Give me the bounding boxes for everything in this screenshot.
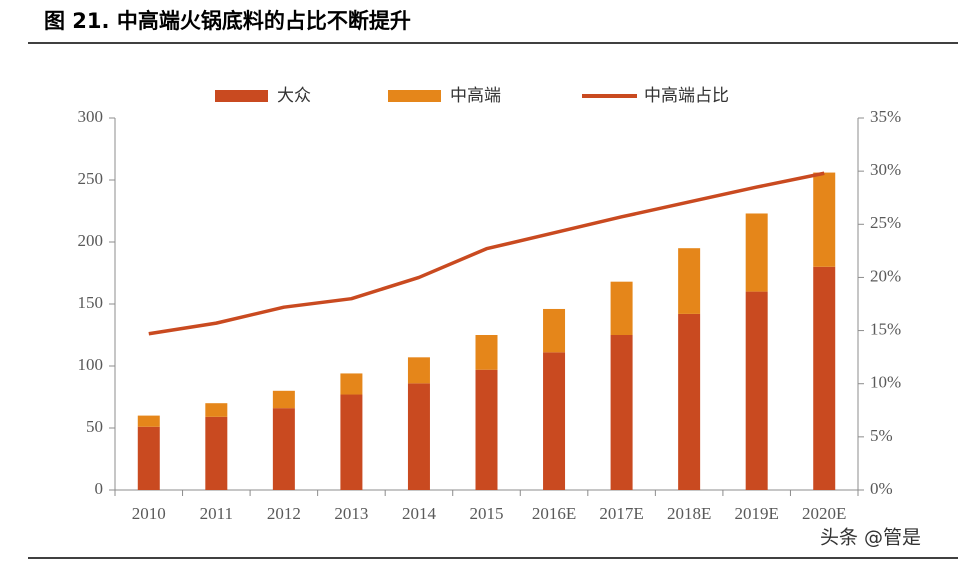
x-tick-label: 2017E [599,504,643,523]
x-tick-label: 2018E [667,504,711,523]
legend-swatch [388,90,441,102]
bar [137,426,160,490]
y-tick-label: 50 [86,417,103,436]
bar [610,335,633,490]
x-tick-label: 2020E [802,504,846,523]
bar [610,281,633,335]
y-tick-label: 300 [78,107,104,126]
line [148,171,825,336]
legend-swatch [215,90,268,102]
x-tick-label: 2016E [532,504,576,523]
bar [272,408,295,490]
x-tick-label: 2019E [734,504,778,523]
bar [407,357,430,384]
y-tick-label: 0 [95,479,104,498]
bar [137,415,160,427]
x-tick-label: 2014 [402,504,437,523]
bar [678,248,701,314]
bar [475,369,498,490]
legend-label: 大众 [277,86,311,106]
bar [272,390,295,409]
bar [340,394,363,490]
legend-label: 中高端占比 [644,86,729,106]
bar [543,352,566,490]
x-tick-label: 2013 [334,504,368,523]
bar [205,403,228,417]
y2-tick-label: 15% [870,319,901,338]
y-tick-label: 250 [78,169,104,188]
x-tick-label: 2011 [200,504,233,523]
y-tick-label: 200 [78,231,104,250]
x-tick-label: 2015 [470,504,504,523]
y2-tick-label: 0% [870,479,893,498]
watermark: 头条 @管是 [820,527,921,549]
bar [340,373,363,395]
bar [813,266,836,490]
bar [813,172,836,267]
y2-tick-label: 25% [870,213,901,232]
y2-tick-label: 10% [870,373,901,392]
y-tick-label: 150 [78,293,104,312]
y2-tick-label: 30% [870,160,901,179]
bar [745,213,768,292]
bar [678,313,701,490]
chart-title: 图 21. 中高端火锅底料的占比不断提升 [44,9,411,33]
y2-tick-label: 5% [870,426,893,445]
bar [475,335,498,370]
y-tick-label: 100 [78,355,104,374]
bar [543,308,566,353]
legend-label: 中高端 [450,86,501,106]
x-tick-label: 2012 [267,504,301,523]
y2-tick-label: 35% [870,107,901,126]
bar [407,383,430,490]
bar [745,291,768,490]
y2-tick-label: 20% [870,266,901,285]
bar [205,416,228,490]
x-tick-label: 2010 [132,504,166,523]
